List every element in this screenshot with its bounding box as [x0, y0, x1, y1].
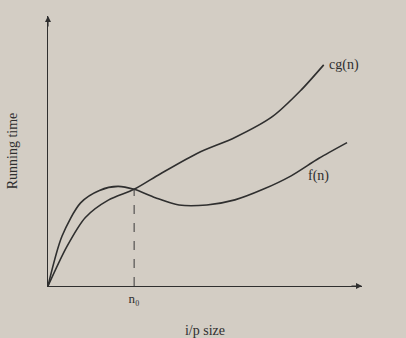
svg-text:n₀: n₀ — [129, 291, 140, 306]
svg-text:i/p size: i/p size — [185, 323, 225, 338]
svg-text:f(n): f(n) — [308, 168, 329, 184]
svg-text:Running time: Running time — [5, 113, 20, 190]
svg-text:cg(n): cg(n) — [329, 57, 359, 73]
